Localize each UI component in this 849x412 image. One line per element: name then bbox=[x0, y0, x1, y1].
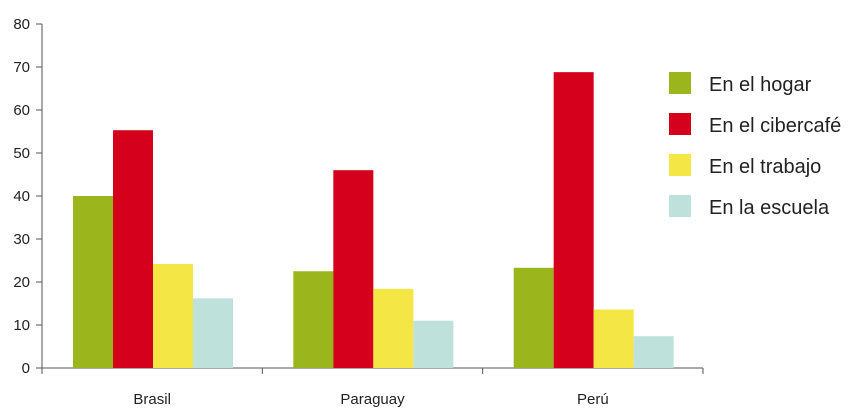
bar bbox=[113, 130, 153, 368]
y-tick-label: 60 bbox=[13, 102, 30, 119]
y-tick-label: 40 bbox=[13, 188, 30, 205]
legend: En el hogar En el cibercafé En el trabajo E… bbox=[669, 72, 841, 219]
bar bbox=[293, 271, 334, 368]
bar bbox=[193, 298, 233, 368]
bar bbox=[373, 288, 414, 368]
legend-swatch bbox=[669, 195, 691, 217]
y-tick-label: 30 bbox=[13, 231, 30, 248]
bar bbox=[593, 309, 634, 368]
bar bbox=[633, 336, 674, 368]
bar bbox=[333, 170, 374, 368]
bar bbox=[513, 267, 554, 368]
legend-swatch bbox=[669, 154, 691, 176]
legend-label: En el trabajo bbox=[709, 156, 821, 178]
x-axis: Brasil Paraguay Perú bbox=[41, 367, 704, 408]
y-tick-label: 80 bbox=[13, 16, 30, 33]
y-tick-label: 0 bbox=[22, 360, 30, 377]
legend-label: En el hogar bbox=[709, 74, 812, 96]
legend-swatch bbox=[669, 113, 691, 135]
legend-swatch bbox=[669, 72, 691, 94]
bars bbox=[73, 72, 674, 368]
category-label: Perú bbox=[577, 391, 609, 408]
legend-label: En la escuela bbox=[709, 197, 830, 219]
legend-label: En el cibercafé bbox=[709, 115, 841, 137]
bar bbox=[553, 72, 594, 368]
y-tick-label: 50 bbox=[13, 145, 30, 162]
bar bbox=[413, 320, 454, 368]
bar bbox=[73, 196, 113, 368]
y-tick-label: 70 bbox=[13, 59, 30, 76]
category-label: Paraguay bbox=[340, 391, 405, 408]
category-label: Brasil bbox=[133, 391, 171, 408]
y-axis: 0 10 20 30 40 50 60 70 80 bbox=[13, 16, 43, 377]
y-tick-label: 10 bbox=[13, 317, 30, 334]
y-tick-label: 20 bbox=[13, 274, 30, 291]
bar bbox=[153, 263, 193, 368]
